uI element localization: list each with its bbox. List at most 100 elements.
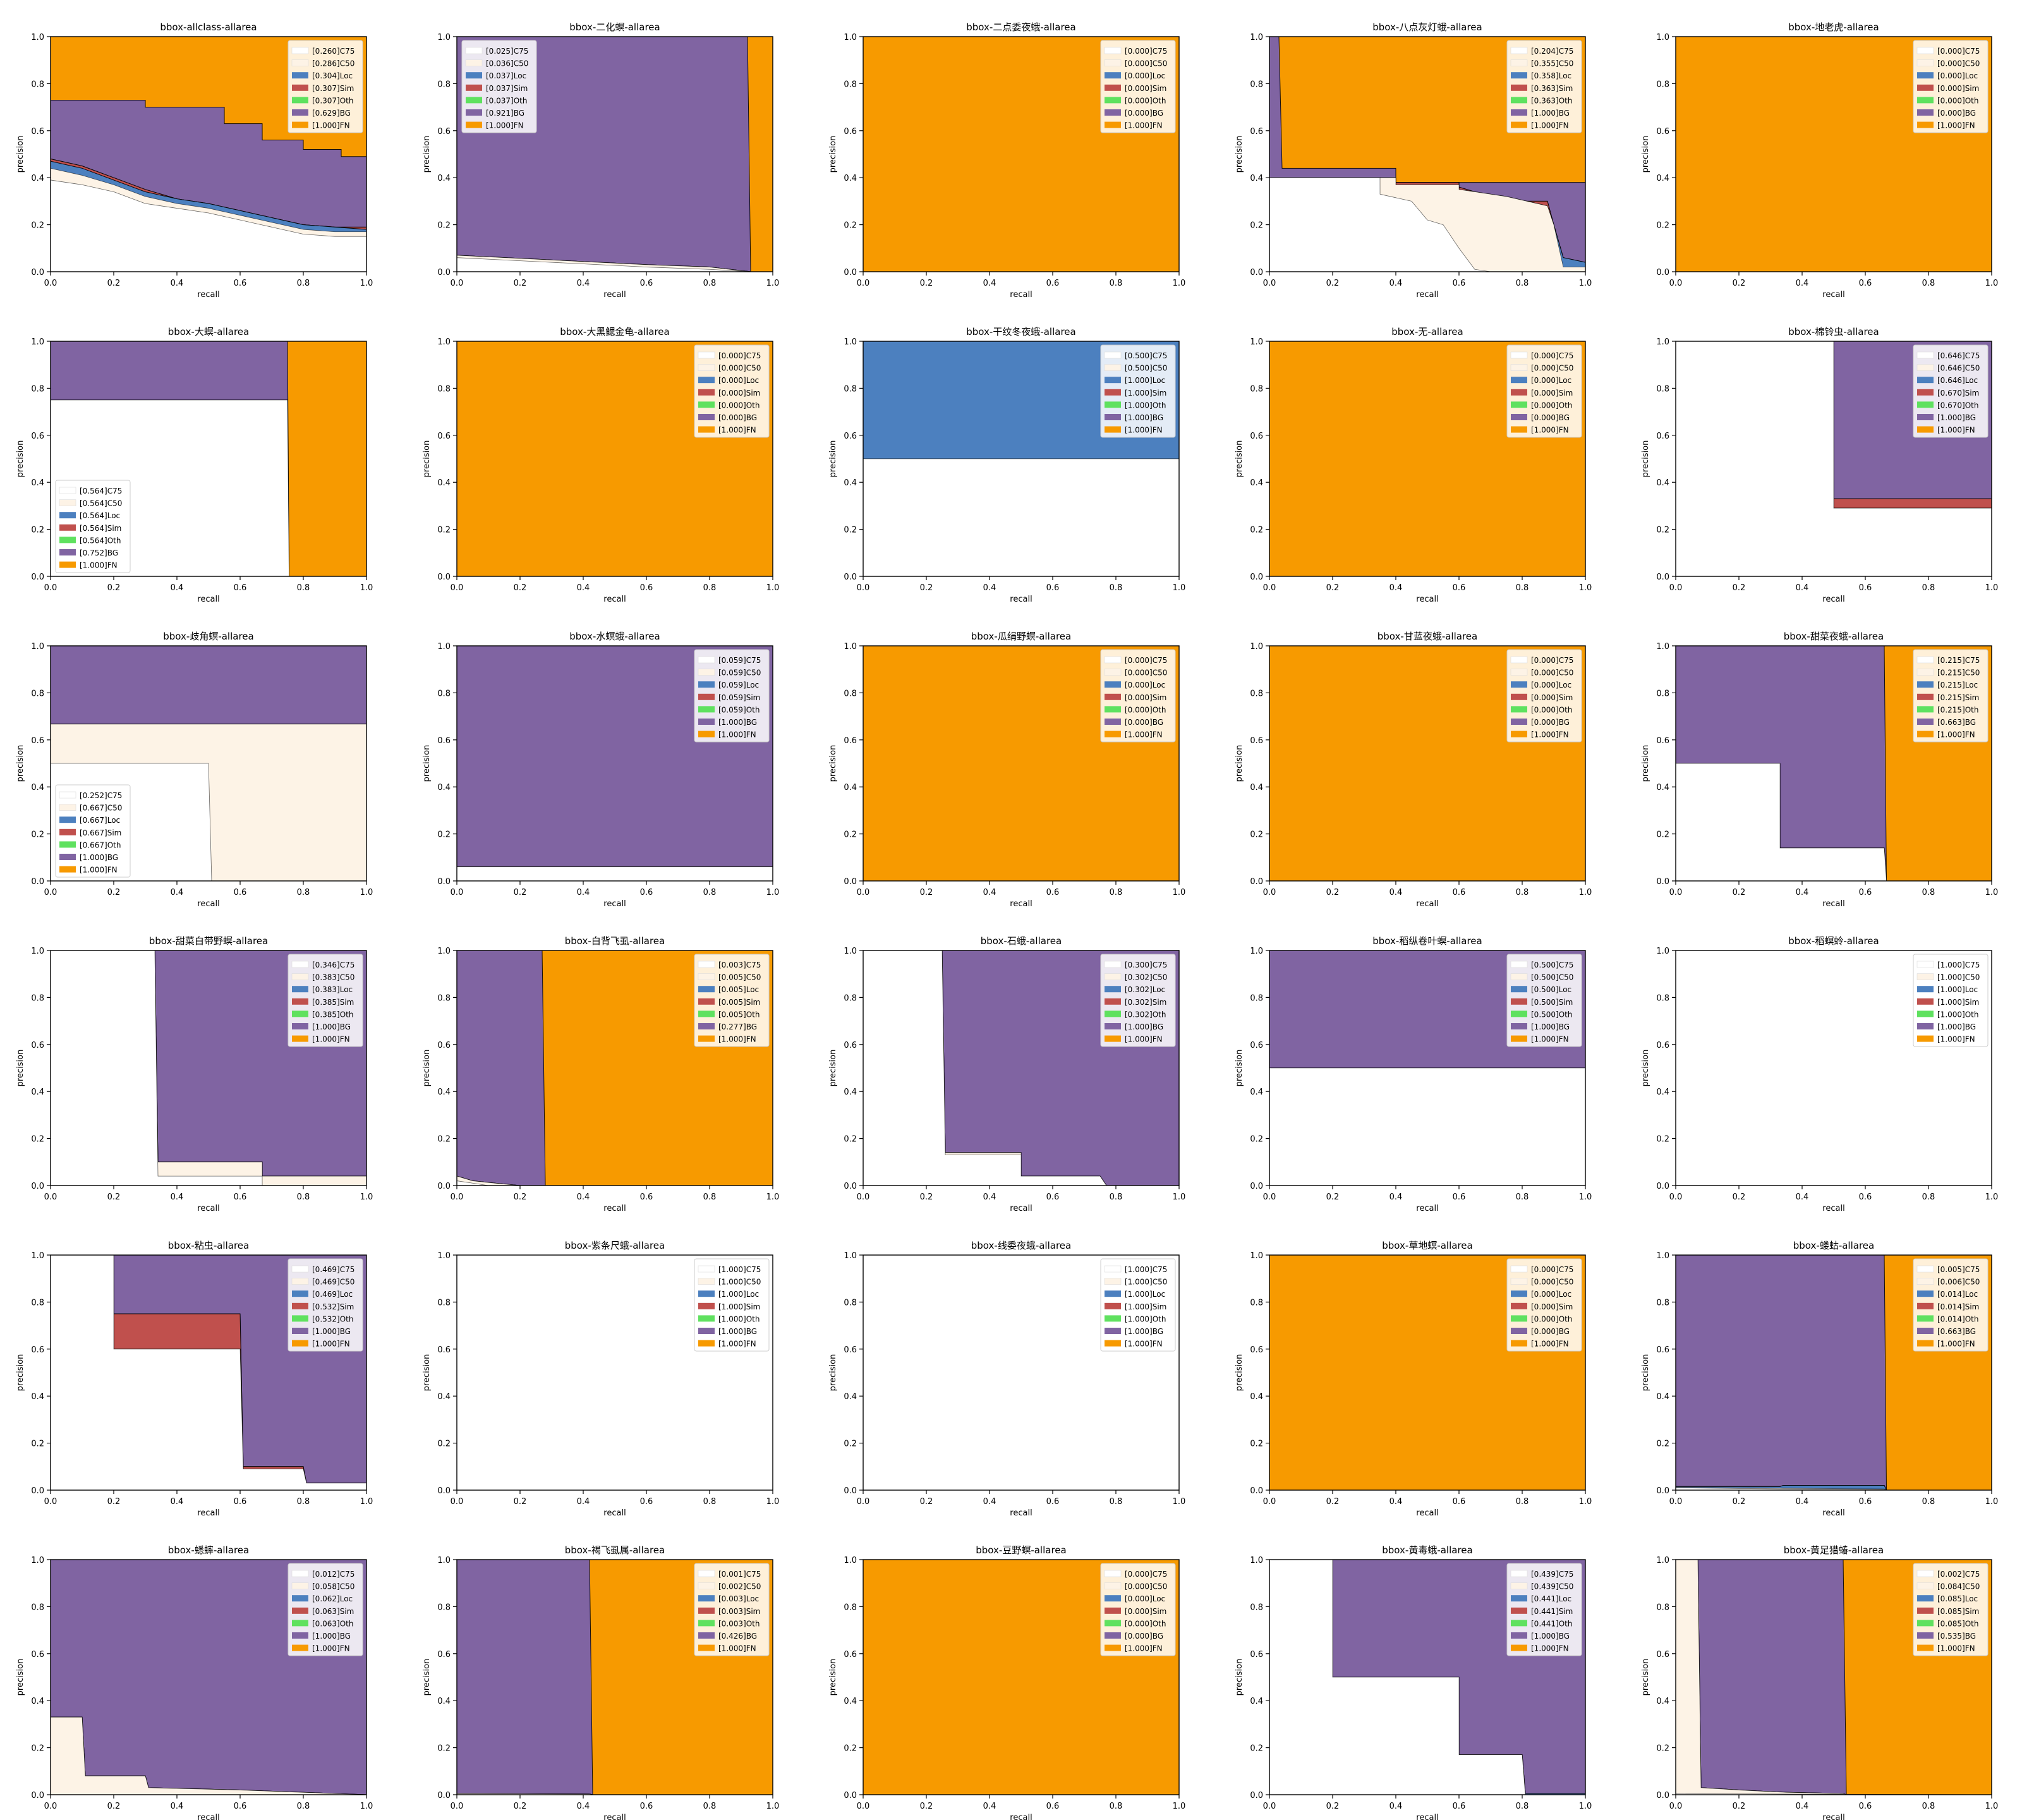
- legend-label-fn: [1.000]FN: [1937, 426, 1975, 435]
- legend-label-oth: [0.014]Oth: [1937, 1314, 1978, 1323]
- legend-swatch-sim: [1917, 998, 1934, 1005]
- y-tick-label: 0.6: [437, 1345, 451, 1355]
- y-tick-label: 0.4: [844, 174, 857, 183]
- x-tick-label: 0.8: [1922, 1192, 1935, 1202]
- y-tick-label: 0.0: [31, 573, 44, 582]
- y-axis-label: precision: [1235, 1050, 1244, 1087]
- y-tick-label: 0.8: [31, 1603, 44, 1612]
- y-tick-label: 0.4: [844, 783, 857, 792]
- x-axis-label: recall: [1010, 595, 1032, 604]
- chart-title: bbox-二化螟-allarea: [569, 21, 660, 33]
- legend-swatch-sim: [1105, 1607, 1121, 1614]
- y-tick-label: 0.4: [437, 1392, 451, 1402]
- x-tick-label: 0.2: [1326, 1192, 1340, 1202]
- legend-swatch-sim: [1105, 1302, 1121, 1309]
- legend-label-c50: [0.383]C50: [312, 973, 354, 982]
- legend-label-loc: [0.000]Loc: [1531, 1290, 1571, 1299]
- legend-swatch-oth: [292, 97, 308, 104]
- x-tick-label: 0.6: [1859, 1497, 1872, 1507]
- legend-swatch-bg: [59, 854, 76, 860]
- chart-title: bbox-石蛾-allarea: [981, 935, 1062, 947]
- legend-swatch-c75: [1104, 961, 1122, 968]
- subplot-29: 0.00.0 0.2 0.2 0.4 0.4 0.6 0.6 0.8 0.8 1.0 1.0 reca…: [1641, 1544, 1998, 1820]
- y-tick-label: 0.2: [31, 1440, 44, 1449]
- y-tick-label: 0.6: [31, 1345, 44, 1355]
- y-tick-label: 0.2: [844, 1135, 857, 1144]
- legend: [0.000]C75 [0.000]C50 [0.000]Loc [0.000]Sim…: [1100, 649, 1176, 743]
- legend-swatch-fn: [59, 561, 76, 568]
- legend-swatch-c75: [1916, 47, 1934, 54]
- y-tick-label: 0.6: [1250, 1345, 1263, 1355]
- y-tick-label: 1.0: [1250, 1251, 1263, 1261]
- legend-swatch-loc: [1511, 1595, 1527, 1602]
- area-c50: [50, 1716, 366, 1795]
- area-c75: [863, 458, 1180, 577]
- x-tick-label: 0.4: [577, 279, 590, 288]
- legend-label-loc: [0.215]Loc: [1937, 681, 1978, 689]
- y-tick-label: 0.4: [437, 783, 451, 792]
- x-tick-label: 0.6: [1453, 888, 1466, 897]
- legend-label-bg: [0.000]BG: [1125, 718, 1163, 727]
- y-tick-label: 0.4: [1656, 478, 1669, 488]
- y-tick-label: 0.6: [1656, 1041, 1669, 1050]
- y-tick-label: 1.0: [1656, 1556, 1669, 1565]
- legend: [0.000]C75 [0.000]C50 [0.000]Loc [0.000]Sim…: [694, 344, 770, 438]
- y-tick-label: 0.6: [1250, 432, 1263, 441]
- axes-frame: [1675, 1254, 1992, 1491]
- legend-swatch-c50: [1104, 1582, 1122, 1589]
- legend-swatch-fn: [698, 426, 715, 433]
- y-tick-label: 1.0: [31, 337, 44, 347]
- legend-swatch-c50: [1916, 1582, 1934, 1589]
- x-tick-label: 1.0: [360, 1802, 373, 1811]
- y-tick-label: 0.0: [844, 1791, 857, 1800]
- legend-label-sim: [0.670]Sim: [1937, 389, 1979, 397]
- axes-frame: [50, 1559, 367, 1795]
- x-tick-label: 0.2: [920, 1192, 933, 1202]
- x-tick-label: 0.2: [514, 1192, 527, 1202]
- legend-swatch-fn: [698, 1340, 715, 1347]
- legend-label-sim: [0.003]Sim: [718, 1607, 760, 1616]
- axes-frame: [1269, 341, 1586, 577]
- y-tick-label: 0.8: [1656, 80, 1669, 89]
- legend-swatch-loc: [466, 72, 482, 79]
- legend-swatch-oth: [1511, 97, 1527, 104]
- x-tick-label: 0.0: [1263, 279, 1276, 288]
- legend-label-loc: [0.062]Loc: [312, 1594, 353, 1603]
- chart-title: bbox-甜菜夜蛾-allarea: [1784, 631, 1884, 642]
- legend-swatch-bg: [1105, 719, 1121, 725]
- subplot-20: 0.00.0 0.2 0.2 0.4 0.4 0.6 0.6 0.8 0.8 1.0 1.0 reca…: [16, 1240, 373, 1518]
- legend-label-oth: [0.000]Oth: [1125, 705, 1166, 714]
- legend-label-c50: [0.000]C50: [1937, 59, 1980, 68]
- legend-swatch-c50: [698, 669, 715, 676]
- y-tick-label: 0.0: [1250, 268, 1263, 277]
- y-tick-label: 0.8: [437, 993, 451, 1003]
- legend-label-fn: [1.000]FN: [1531, 1340, 1569, 1349]
- axes-frame: [456, 341, 773, 577]
- subplot-2: 0.00.0 0.2 0.2 0.4 0.4 0.6 0.6 0.8 0.8 1.0 1.0 reca…: [828, 21, 1185, 300]
- x-tick-label: 0.6: [640, 1497, 653, 1507]
- legend-label-oth: [0.667]Oth: [80, 840, 121, 849]
- y-tick-label: 1.0: [844, 33, 857, 42]
- legend-swatch-c50: [698, 1278, 715, 1285]
- legend-swatch-sim: [292, 84, 308, 91]
- chart-title: bbox-八点灰灯蛾-allarea: [1372, 21, 1482, 33]
- legend-swatch-c75: [291, 47, 309, 54]
- legend-label-c75: [0.003]C75: [718, 961, 761, 969]
- x-tick-label: 0.4: [171, 1192, 184, 1202]
- legend: [0.000]C75 [0.000]C50 [0.000]Loc [0.000]Sim…: [1506, 649, 1582, 743]
- legend-swatch-c75: [698, 1265, 715, 1273]
- legend-swatch-fn: [698, 731, 715, 737]
- y-axis-label: precision: [422, 136, 432, 173]
- x-tick-label: 0.6: [234, 1802, 247, 1811]
- x-axis-label: recall: [1416, 1204, 1438, 1213]
- x-tick-label: 0.2: [1733, 279, 1746, 288]
- y-tick-label: 0.2: [1656, 1135, 1669, 1144]
- legend-label-sim: [0.215]Sim: [1937, 693, 1979, 702]
- y-tick-label: 0.0: [31, 1182, 44, 1191]
- subplot-23: 0.00.0 0.2 0.2 0.4 0.4 0.6 0.6 0.8 0.8 1.0 1.0 reca…: [1235, 1240, 1592, 1518]
- legend: [0.003]C75 [0.005]C50 [0.005]Loc [0.005]Sim…: [694, 954, 770, 1047]
- legend: [0.000]C75 [0.000]C50 [0.000]Loc [0.000]Sim…: [1100, 1563, 1176, 1656]
- axes-frame: [1675, 36, 1992, 272]
- x-tick-label: 0.6: [1859, 279, 1872, 288]
